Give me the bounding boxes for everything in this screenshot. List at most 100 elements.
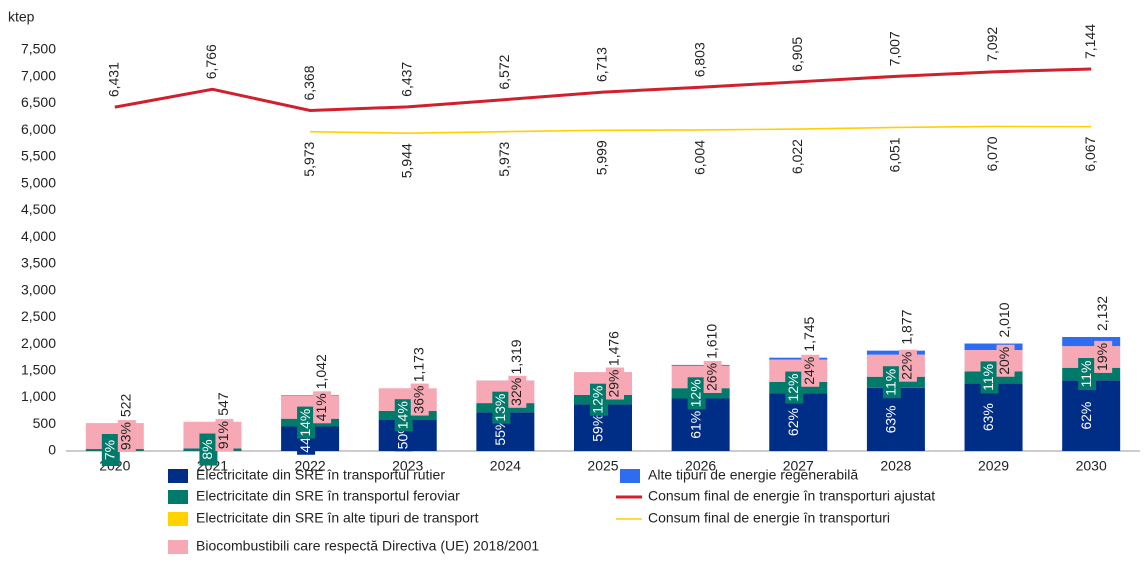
y-tick-label: 5,000 [21, 174, 56, 190]
legend-label: Electricitate din SRE în transportul rut… [196, 467, 445, 483]
legend-label: Electricitate din SRE în transportul fer… [196, 488, 460, 504]
share-label-box [687, 377, 706, 410]
legend-label: Alte tipuri de energie regenerabilă [648, 467, 858, 483]
share-label-box [882, 366, 901, 399]
line-value-label: 6,766 [203, 44, 219, 79]
y-tick-label: 7,500 [21, 41, 56, 57]
share-label-box [606, 367, 624, 400]
total-label: 1,877 [899, 309, 915, 344]
y-tick-label: 2,000 [21, 335, 56, 351]
share-label-box [785, 371, 804, 404]
share-label: 62% [785, 408, 801, 436]
y-axis-unit: ktep [8, 9, 35, 25]
share-label-box [996, 344, 1015, 377]
total-label: 2,132 [1094, 296, 1110, 331]
y-tick-label: 1,500 [21, 362, 56, 378]
line-value-label: 6,572 [496, 54, 512, 89]
share-label: 12% [590, 386, 606, 414]
line-value-label: 6,437 [398, 62, 414, 97]
share-label-box [101, 434, 120, 467]
share-label-box [882, 403, 901, 436]
line-value-label: 7,144 [1082, 24, 1098, 59]
line-value-label: 5,999 [594, 140, 610, 175]
x-tick-label: 2023 [392, 458, 423, 474]
share-label: 11% [980, 364, 996, 391]
share-label: 62% [1078, 402, 1094, 430]
share-label: 13% [492, 394, 508, 422]
x-tick-label: 2029 [978, 458, 1009, 474]
share-label: 61% [687, 411, 703, 439]
share-label-box [785, 406, 804, 439]
share-label-box [1094, 340, 1113, 373]
share-label: 41% [313, 393, 329, 421]
line-value-label: 6,905 [789, 37, 805, 72]
line-value-label: 6,431 [106, 62, 122, 97]
share-label-box [394, 399, 413, 432]
share-label-box [215, 419, 234, 452]
total-label: 1,319 [508, 339, 524, 374]
share-label: 14% [297, 409, 313, 437]
share-label-box [1078, 358, 1097, 391]
line-value-label: 7,092 [984, 27, 1000, 62]
share-label-box [1078, 399, 1097, 432]
share-label: 63% [980, 403, 996, 431]
line-value-label: 6,022 [789, 139, 805, 174]
line-value-label: 6,713 [594, 47, 610, 82]
legend-label: Biocombustibili care respectă Directiva … [196, 538, 539, 554]
share-label-box [313, 391, 332, 424]
share-label: 20% [996, 347, 1012, 375]
y-tick-label: 7,000 [21, 67, 56, 83]
share-label-box [687, 408, 706, 441]
share-label-box [508, 375, 527, 408]
line-value-label: 6,067 [1082, 136, 1098, 171]
total-label: 1,173 [410, 347, 426, 382]
legend-swatch [168, 512, 188, 526]
x-tick-label: 2025 [587, 458, 618, 474]
share-label-box [117, 420, 136, 453]
line [114, 67, 1092, 113]
bar-segment [866, 350, 925, 355]
share-label: 29% [606, 370, 622, 398]
share-label-box [410, 383, 429, 416]
bar-segment [964, 343, 1023, 351]
line-value-label: 5,973 [496, 141, 512, 176]
share-label: 63% [883, 405, 899, 433]
y-tick-label: 6,500 [21, 94, 56, 110]
share-label-box [703, 360, 722, 393]
share-label-box [199, 433, 218, 466]
share-label-box [980, 401, 999, 434]
bar-segment [281, 395, 340, 396]
bar-segment [769, 357, 828, 360]
line-value-label: 6,070 [984, 136, 1000, 171]
share-label: 11% [883, 369, 899, 396]
total-label: 1,610 [703, 324, 719, 359]
share-label-box [898, 349, 917, 382]
line-value-label: 5,973 [301, 141, 317, 176]
line-value-label: 5,944 [398, 143, 414, 178]
x-tick-label: 2026 [685, 458, 716, 474]
bar-segment [1062, 337, 1121, 347]
legend-swatch [168, 469, 188, 483]
share-label: 8% [199, 439, 215, 459]
y-tick-label: 4,000 [21, 228, 56, 244]
share-label-box [492, 391, 511, 424]
share-label: 19% [1094, 343, 1110, 371]
y-tick-label: 2,500 [21, 308, 56, 324]
share-label: 26% [703, 363, 719, 391]
x-tick-label: 2028 [880, 458, 911, 474]
share-label: 11% [1078, 361, 1094, 388]
y-tick-label: 0 [48, 442, 56, 458]
share-label-box [590, 383, 608, 416]
y-tick-label: 5,500 [21, 148, 56, 164]
y-tick-label: 4,500 [21, 201, 56, 217]
share-label-box [801, 354, 820, 387]
share-label: 7% [102, 440, 118, 460]
share-label: 24% [801, 357, 817, 385]
x-tick-label: 2022 [295, 458, 326, 474]
line-value-label: 7,007 [887, 31, 903, 66]
total-label: 1,745 [801, 316, 817, 351]
share-label: 93% [118, 422, 134, 450]
x-tick-label: 2027 [783, 458, 814, 474]
total-label: 522 [118, 394, 134, 418]
